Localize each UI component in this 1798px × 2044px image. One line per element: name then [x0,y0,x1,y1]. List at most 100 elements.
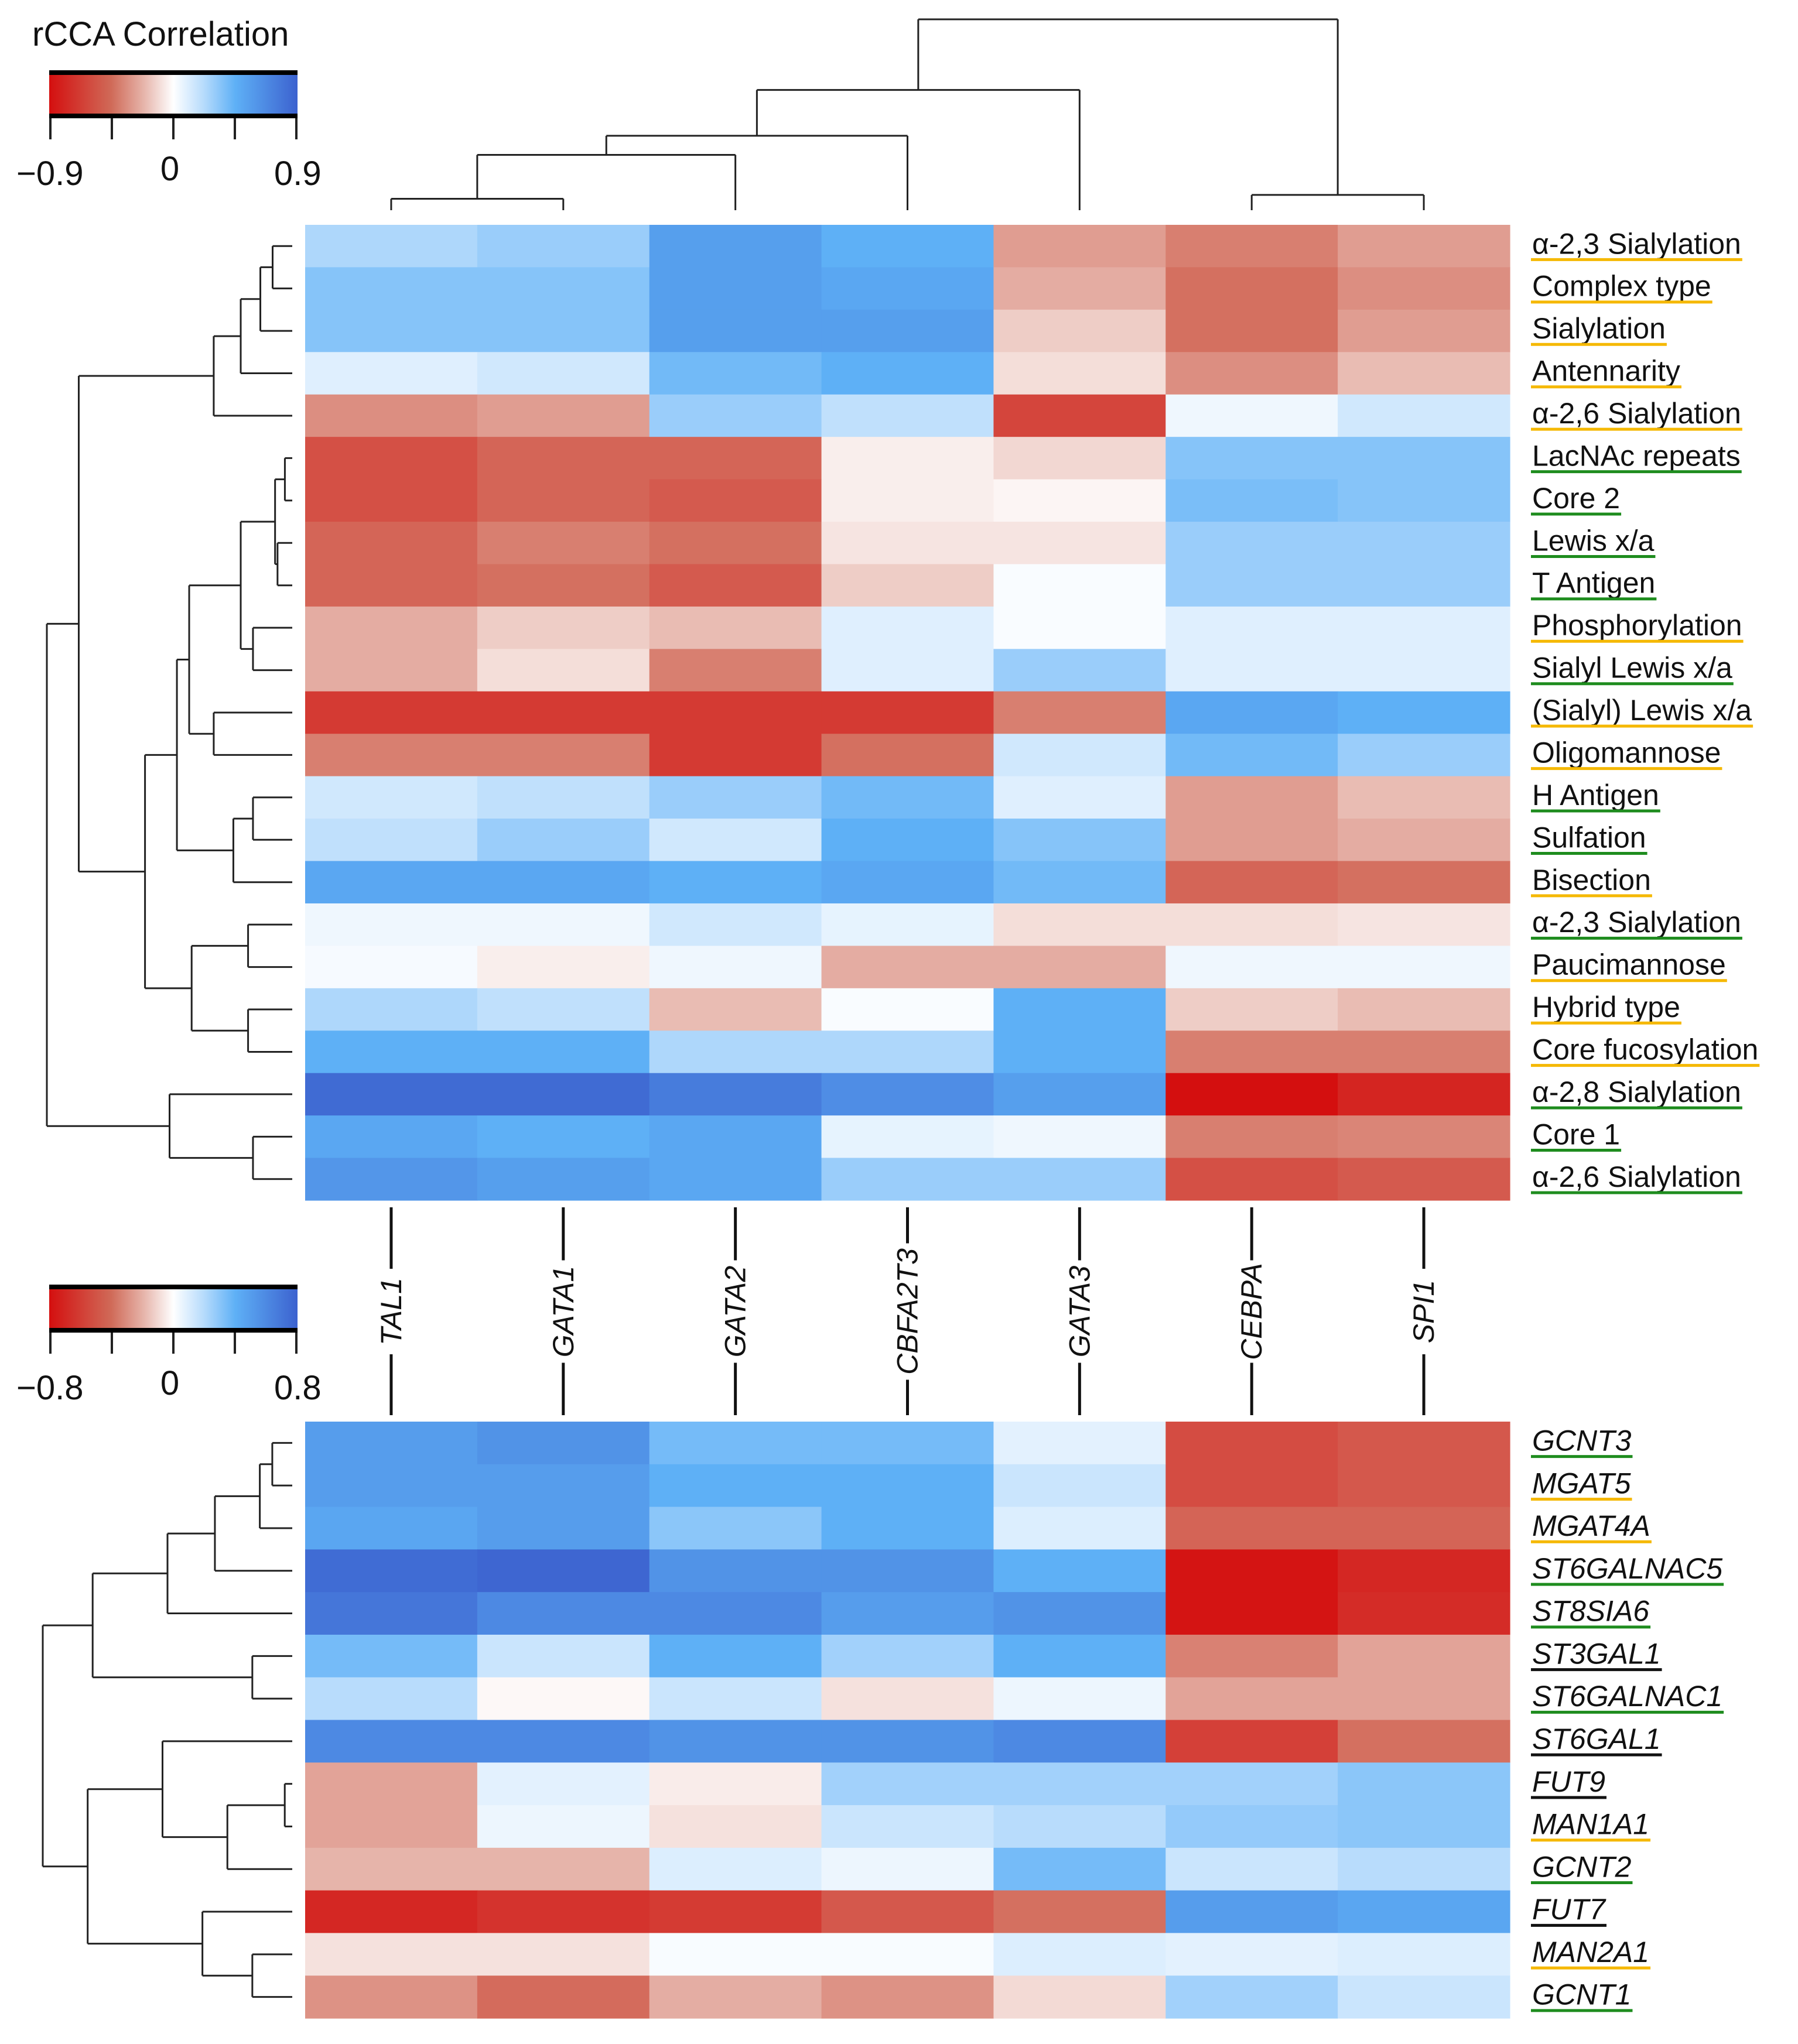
colorbar-border [49,1328,298,1333]
heatmap-cell [1338,861,1510,904]
heatmap-cell [1165,1592,1338,1635]
heatmap-cell [1165,267,1338,310]
heatmap-cell [649,1634,822,1678]
heatmap-cell [993,1507,1166,1550]
heatmap-cell [1338,1805,1510,1848]
heatmap-cell [1338,225,1510,268]
heatmap-cell [993,225,1166,268]
heatmap-cell [477,1634,650,1678]
heatmap-cell [477,1975,650,2019]
heatmap-cell [1338,394,1510,437]
heatmap-cell [305,861,478,904]
heatmap-cell [477,437,650,480]
colorbar [49,70,298,118]
heatmap-cell [305,1422,478,1465]
heatmap-cell [1165,1975,1338,2019]
row-label: Paucimannose [1532,949,1726,981]
row-label: Complex type [1532,270,1711,303]
heatmap-cell [1165,1549,1338,1593]
heatmap-cell [821,522,994,565]
heatmap-cell [305,564,478,607]
heatmap-cell [1165,1762,1338,1806]
heatmap-cell [993,394,1166,437]
row-label: FUT9 [1532,1765,1605,1798]
heatmap-cell [305,225,478,268]
heatmap-cell [1338,564,1510,607]
heatmap-cell [1338,1073,1510,1116]
heatmap-cell [305,946,478,989]
heatmap-cell [477,691,650,734]
heatmap-cell [821,1115,994,1159]
heatmap-cell [477,1115,650,1159]
heatmap-cell [649,394,822,437]
heatmap-cell [649,479,822,522]
row-label: Phosphorylation [1532,609,1742,642]
glycan-heatmap: α-2,3 Sialylation Complex type Sialylation… [46,225,1760,1201]
heatmap-cell [993,776,1166,819]
heatmap-cell [821,734,994,777]
heatmap-cell [1338,522,1510,565]
heatmap-cell [477,819,650,862]
heatmap-cell [649,1805,822,1848]
heatmap-cell [821,946,994,989]
row-label: Bisection [1532,864,1651,896]
heatmap-cell [1338,1634,1510,1678]
row-label: ST6GAL1 [1532,1723,1661,1755]
gene-heatmap: GCNT3 MGAT5 MGAT4A ST6GALNAC5 ST8SIA6 ST3GAL1… [42,1422,1724,2019]
heatmap-cell [1165,819,1338,862]
row-label: ST6GALNAC5 [1532,1552,1722,1585]
heatmap-cell [305,903,478,946]
heatmap-cell [649,819,822,862]
heatmap-cell [649,946,822,989]
heatmap-cell [477,1422,650,1465]
heatmap-cell [1165,1115,1338,1159]
heatmap-cell [821,861,994,904]
row-label: T Antigen [1532,567,1655,600]
row-label: α-2,6 Sialylation [1532,1160,1741,1193]
heatmap-cell [477,394,650,437]
heatmap-cell [1338,1158,1510,1201]
heatmap-cell [305,309,478,352]
heatmap-cell [1165,1933,1338,1976]
heatmap-cell [993,1073,1166,1116]
heatmap-cell [305,1805,478,1848]
column-label: GATA3 [1063,1266,1096,1358]
heatmap-cell [1165,564,1338,607]
heatmap-cell [1338,1464,1510,1508]
heatmap-cell [993,267,1166,310]
heatmap-cell [1338,606,1510,649]
colorbar-border [49,70,298,75]
heatmap-cell [1338,352,1510,395]
heatmap-cell [993,522,1166,565]
heatmap-cell [1165,437,1338,480]
heatmap-cell [1338,437,1510,480]
heatmap-cell [993,1549,1166,1593]
heatmap-cell [993,309,1166,352]
heatmap-cell [649,267,822,310]
colorbar-border [49,114,298,118]
heatmap-cell [649,1507,822,1550]
heatmap-cell [1165,1422,1338,1465]
heatmap-cell [477,861,650,904]
heatmap-cell [1165,776,1338,819]
heatmap-cell [993,903,1166,946]
column-label: GATA2 [719,1266,752,1358]
heatmap-cell [649,1847,822,1891]
heatmap-cell [993,1592,1166,1635]
heatmap-cell [821,1634,994,1678]
legend-mid-label: 0 [160,150,179,188]
heatmap-cell [305,988,478,1031]
column-label: CBFA2T3 [891,1248,924,1375]
heatmap-cell [993,479,1166,522]
heatmap-cell [305,1890,478,1934]
heatmap-cell [305,649,478,692]
heatmap-cell [305,1549,478,1593]
heatmap-cell [993,437,1166,480]
heatmap-cell [649,437,822,480]
heatmap-cell [305,819,478,862]
heatmap-cell [821,394,994,437]
heatmap-cell [649,903,822,946]
heatmap-cell [649,225,822,268]
heatmap-cell [993,1634,1166,1678]
legend-min-label: −0.9 [16,155,84,193]
